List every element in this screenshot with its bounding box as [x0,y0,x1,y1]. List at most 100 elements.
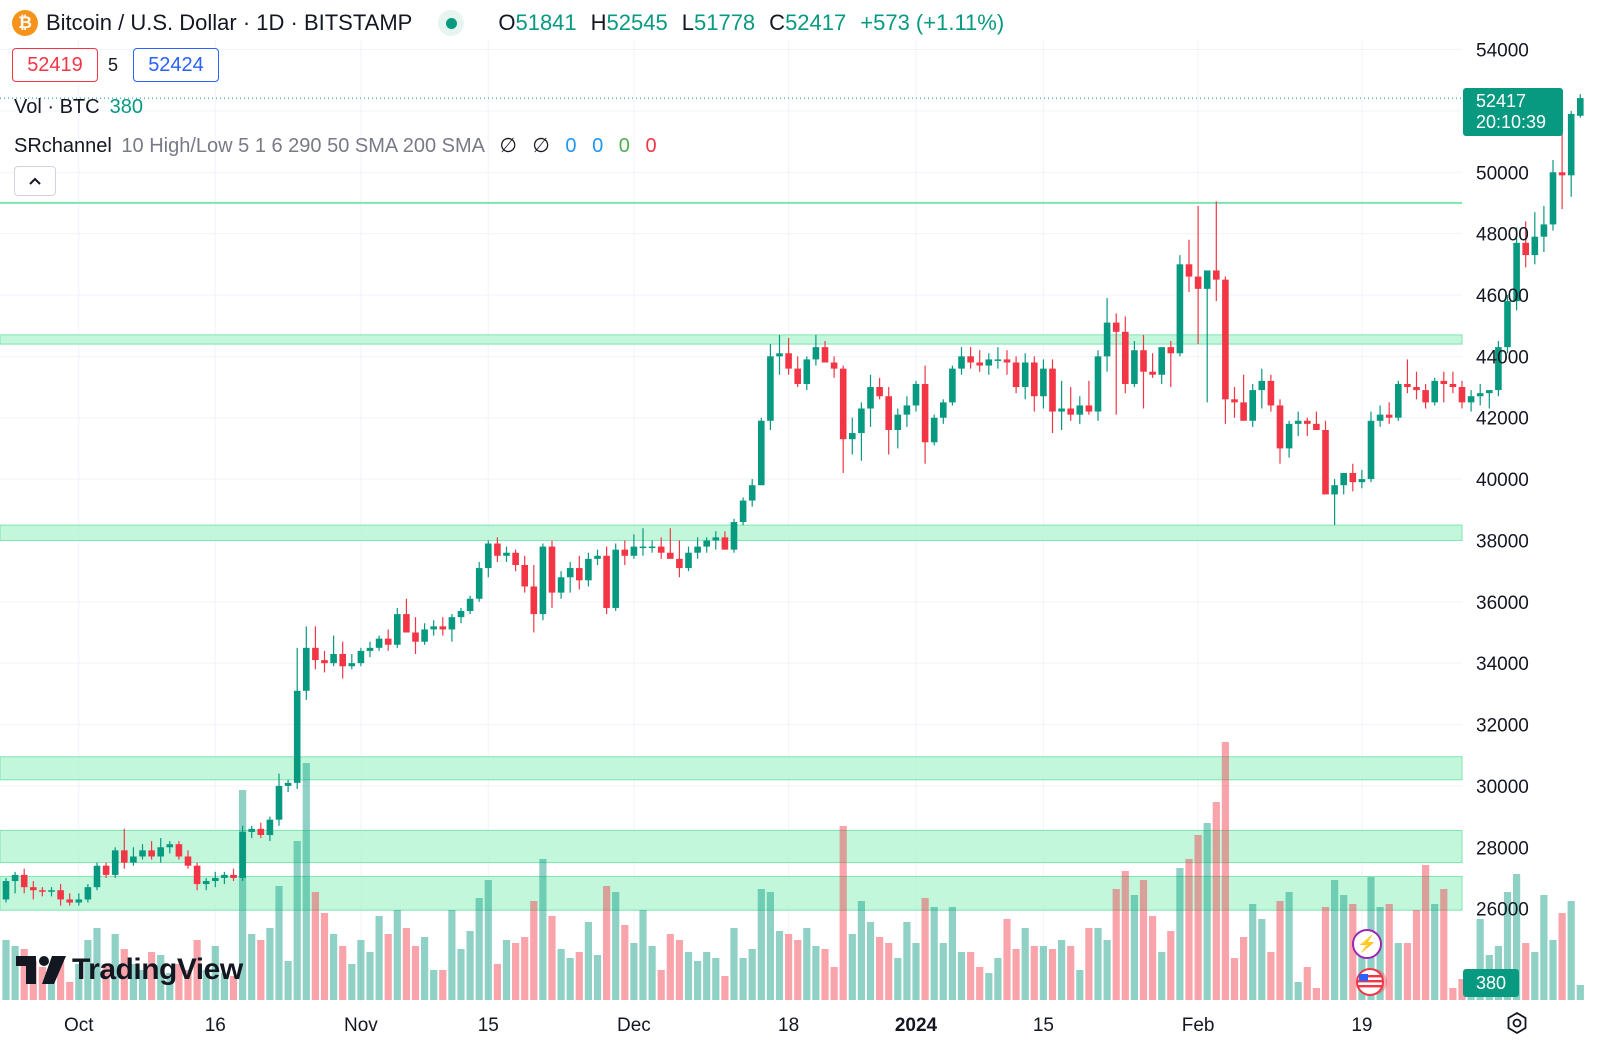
volume-legend[interactable]: Vol · BTC 380 [14,96,143,119]
candle-body [284,782,292,786]
settings-icon[interactable] [1505,1011,1529,1035]
candle-body [1376,414,1384,421]
candle-body [1012,362,1020,388]
sr-zone [0,829,1463,864]
price-axis-label: 54000 [1476,41,1529,62]
time-axis-label: 15 [1033,1015,1054,1036]
volume-bar [994,958,1002,1000]
volume-bar [384,934,392,1000]
high-value: 52545 [606,10,668,35]
candle-body [503,552,510,556]
lightning-icon[interactable]: ⚡ [1352,929,1382,959]
candle-body [1058,408,1065,412]
last-price-label: 52417 20:10:39 [1463,88,1563,136]
volume-bar [1048,949,1057,1000]
volume-bar [1376,907,1384,1000]
volume-bar [575,952,583,1000]
volume-bar [612,892,620,1000]
candle-body [1531,236,1539,256]
candle-body [885,396,892,430]
open-value: 51841 [515,10,577,35]
volume-bar [430,970,438,1000]
sell-price-button[interactable]: 52419 [12,48,98,82]
volume-bar [120,949,128,1000]
volume-bar [621,925,629,1000]
volume-bar [939,943,947,1000]
volume-bar [1540,895,1548,1000]
candle-body [1422,390,1429,403]
volume-bar [1212,802,1220,1000]
volume-bar [675,940,683,1000]
candle-body [130,856,137,863]
tradingview-logo[interactable]: TradingView [16,950,243,990]
candle-body [48,890,55,892]
volume-bar [1285,892,1293,1000]
volume-bar [1094,928,1102,1000]
candle-body [1495,347,1502,391]
volume-bar [1149,916,1157,1000]
candle-body [30,887,37,891]
candle-body [648,546,656,549]
candle-body [312,647,319,661]
volume-bar [1021,928,1029,1000]
candle-body [1149,371,1156,375]
candle-body [921,383,929,443]
volume-bar [603,886,611,1000]
volume-bar [193,940,201,1000]
sr-zone [0,334,1463,345]
candle-body [849,433,856,440]
volume-bar [1158,952,1166,1000]
srchannel-legend[interactable]: SRchannel 10 High/Low 5 1 6 290 50 SMA 2… [14,133,657,158]
volume-bar [539,859,547,1000]
candle-body [1140,350,1147,372]
candle-body [20,874,28,888]
volume-bar [175,964,183,1000]
us-flag-events-icon[interactable] [1352,966,1392,998]
candle-body [39,890,46,892]
volume-bar [766,892,774,1000]
volume-bar [157,955,165,1000]
volume-bar [894,958,902,1000]
volume-bar [703,952,711,1000]
candle-body [212,877,219,882]
candle-body [557,577,565,593]
time-axis-label: 2024 [895,1015,938,1036]
symbol-title[interactable]: Bitcoin / U.S. Dollar · 1D · BITSTAMP [46,10,413,35]
time-axis[interactable]: Oct 16 Nov 15 Dec 18 2024 15 Feb 19 [64,1015,1372,1036]
price-axis-label: 40000 [1476,470,1529,491]
volume-bar [921,898,929,1000]
candle-body [1231,399,1238,403]
volume-bar [848,934,856,1000]
volume-bar [1121,871,1129,1000]
volume-label: Vol · BTC [14,96,100,118]
volume-bar [275,886,283,1000]
price-axis[interactable]: 26000 28000 30000 32000 34000 36000 38000 40000… [1476,41,1529,921]
volume-bar [402,928,410,1000]
candlesticks [2,94,1584,906]
volume-bar [721,976,729,1000]
volume-bar [1449,988,1457,1000]
candle-body [985,359,993,366]
price-axis-label: 42000 [1476,409,1529,430]
close-label: C [769,10,786,35]
candle-body [748,485,756,501]
candle-body [403,614,410,633]
candle-body [894,414,902,430]
collapse-legend-button[interactable] [14,166,56,196]
volume-bar [593,955,602,1000]
candle-body [175,844,183,857]
candle-body [1294,420,1302,424]
candle-body [812,347,820,360]
buy-price-button[interactable]: 52424 [133,48,219,82]
volume-bar [866,922,875,1000]
candle-body [1067,408,1074,415]
price-axis-label: 26000 [1476,900,1529,921]
volume-bar [129,964,137,1000]
volume-bar [1139,880,1148,1000]
candle-body [1276,405,1284,449]
candle-body [430,626,437,630]
volume-bar [1185,859,1193,1000]
candle-body [303,647,310,691]
volume-bar [557,949,565,1000]
